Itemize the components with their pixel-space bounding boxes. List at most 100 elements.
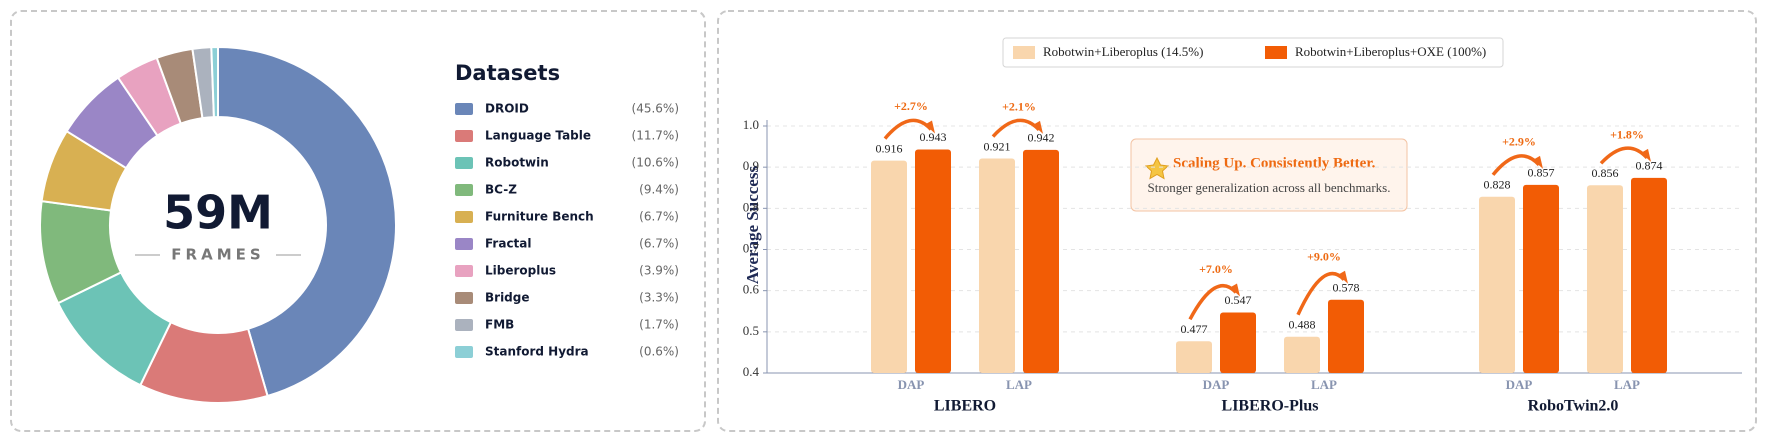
callout-text: Stronger generalization across all bench…	[1148, 180, 1391, 195]
y-tick-label: 0.4	[743, 364, 760, 379]
legend-label: FMB	[485, 318, 514, 332]
gain-label: +2.9%	[1502, 135, 1536, 149]
legend-value: (3.3%)	[639, 291, 679, 305]
y-tick-label: 0.9	[743, 158, 759, 173]
panel-border	[717, 10, 1757, 432]
gain-arrowhead	[925, 120, 935, 134]
bar	[1631, 177, 1667, 373]
gain-arrowhead	[1338, 270, 1348, 284]
value-label: 0.547	[1225, 293, 1252, 307]
value-label: 0.856	[1592, 166, 1619, 180]
y-tick-label: 1.0	[743, 117, 759, 132]
bar	[1587, 185, 1623, 373]
legend-label: Stanford Hydra	[485, 345, 589, 359]
bar	[1176, 341, 1212, 373]
group-label: RoboTwin2.0	[1528, 398, 1619, 415]
x-tick-label: LAP	[1614, 377, 1640, 392]
y-axis-label: Average Success	[743, 166, 762, 285]
legend-label: Robotwin+Liberoplus+OXE (100%)	[1295, 44, 1486, 59]
legend-swatch	[455, 238, 473, 250]
value-label: 0.857	[1528, 166, 1555, 180]
value-label: 0.477	[1181, 322, 1208, 336]
bar	[915, 149, 951, 373]
gain-label: +7.0%	[1199, 262, 1233, 276]
y-tick-label: 0.6	[743, 282, 760, 297]
legend-label: BC-Z	[485, 183, 517, 197]
legend-label: Robotwin+Liberoplus (14.5%)	[1043, 44, 1203, 59]
gain-label: +2.7%	[894, 99, 928, 113]
legend-value: (45.6%)	[632, 102, 679, 116]
y-tick-label: 0.7	[743, 240, 760, 255]
value-label: 0.828	[1484, 178, 1511, 192]
legend-value: (1.7%)	[639, 318, 679, 332]
legend-label: Fractal	[485, 237, 532, 251]
legend-value: (11.7%)	[632, 129, 679, 143]
y-tick-label: 0.8	[743, 199, 759, 214]
bar	[1479, 196, 1515, 373]
bar	[1328, 299, 1364, 373]
star-icon	[1144, 156, 1170, 180]
gain-arrowhead	[1230, 283, 1240, 297]
legend-value: (9.4%)	[639, 183, 679, 197]
gain-arrowhead	[1533, 155, 1543, 169]
bar	[1220, 312, 1256, 373]
bar	[1523, 184, 1559, 373]
legend-label: Furniture Bench	[485, 210, 594, 224]
value-label: 0.488	[1289, 318, 1316, 332]
gain-arrowhead	[1641, 148, 1651, 162]
value-label: 0.921	[984, 139, 1011, 153]
legend-value: (6.7%)	[639, 210, 679, 224]
callout-title: Scaling Up. Consistently Better.	[1173, 155, 1376, 171]
legend-swatch	[455, 319, 473, 331]
donut-slice	[217, 45, 397, 398]
legend-swatch	[455, 184, 473, 196]
legend-swatch	[1265, 46, 1287, 59]
center-subtitle: FRAMES	[171, 246, 264, 264]
legend-swatch	[455, 130, 473, 142]
legend-value: (3.9%)	[639, 264, 679, 278]
x-tick-label: LAP	[1006, 377, 1032, 392]
legend-value: (0.6%)	[639, 345, 679, 359]
value-label: 0.943	[920, 130, 947, 144]
legend-swatch	[455, 103, 473, 115]
bar	[979, 158, 1015, 373]
gain-arrowhead	[1033, 120, 1043, 134]
group-label: LIBERO-Plus	[1222, 398, 1319, 415]
panel-border	[10, 10, 706, 432]
legend-value: (10.6%)	[632, 156, 679, 170]
legend-swatch	[455, 157, 473, 169]
gain-label: +2.1%	[1002, 100, 1036, 114]
bar	[1284, 336, 1320, 373]
legend-swatch	[455, 265, 473, 277]
x-tick-label: DAP	[1203, 377, 1230, 392]
value-label: 0.874	[1636, 159, 1663, 173]
x-tick-label: DAP	[1506, 377, 1533, 392]
group-label: LIBERO	[934, 398, 996, 415]
legend-swatch	[455, 346, 473, 358]
value-label: 0.942	[1028, 131, 1055, 145]
legend-label: Bridge	[485, 291, 530, 305]
center-title: 59M	[163, 186, 273, 240]
value-label: 0.916	[876, 141, 903, 155]
legend-label: Liberoplus	[485, 264, 556, 278]
legend-label: Language Table	[485, 129, 591, 143]
legend-swatch	[455, 292, 473, 304]
legend-label: Robotwin	[485, 156, 549, 170]
donut-slice	[210, 45, 219, 119]
x-tick-label: LAP	[1311, 377, 1337, 392]
legend-swatch	[1013, 46, 1035, 59]
value-label: 0.578	[1333, 280, 1360, 294]
legend-box	[1002, 37, 1504, 68]
legend-title: Datasets	[455, 61, 560, 85]
bar	[1023, 149, 1059, 373]
legend-label: DROID	[485, 102, 529, 116]
gain-label: +1.8%	[1610, 128, 1644, 142]
bar	[871, 160, 907, 373]
legend-swatch	[455, 211, 473, 223]
legend-value: (6.7%)	[639, 237, 679, 251]
callout-box	[1130, 138, 1408, 212]
x-tick-label: DAP	[898, 377, 925, 392]
y-tick-label: 0.5	[743, 323, 759, 338]
